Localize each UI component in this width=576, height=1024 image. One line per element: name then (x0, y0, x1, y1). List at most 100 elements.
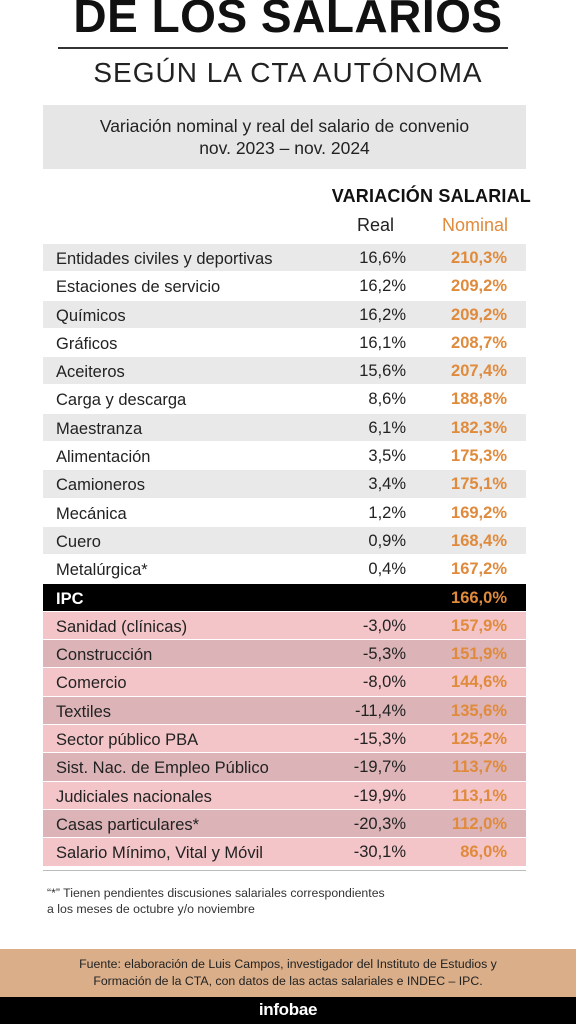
row-real-value: 16,6% (359, 249, 406, 267)
row-real-value: -19,7% (353, 758, 406, 777)
row-nominal-value: 169,2% (451, 503, 507, 522)
row-label: Sist. Nac. de Empleo Público (56, 759, 269, 778)
row-label: Aceiteros (56, 363, 125, 382)
table-row: Textiles -11,4% 135,6% (43, 696, 526, 726)
row-nominal-value: 157,9% (451, 616, 507, 635)
column-group-header: VARIACIÓN SALARIAL (331, 186, 531, 206)
row-real-value: 6,1% (368, 418, 406, 437)
row-real-value: 0,4% (368, 560, 406, 579)
row-nominal-value: 208,7% (451, 333, 507, 352)
row-label: Carga y descarga (56, 391, 187, 410)
table-row: Alimentación 3,5% 175,3% (43, 442, 526, 471)
row-nominal-value: 166,0% (451, 588, 507, 607)
row-real-value: 3,4% (368, 475, 406, 494)
row-nominal-value: 168,4% (451, 531, 507, 550)
source-line-2: Formación de la CTA, con datos de las ac… (93, 974, 483, 988)
description-line-2: nov. 2023 – nov. 2024 (199, 138, 370, 158)
row-label: Textiles (56, 702, 112, 721)
table-bottom-divider (43, 870, 526, 871)
row-real-value: -19,9% (353, 786, 406, 805)
row-nominal-value: 86,0% (460, 843, 507, 862)
row-nominal-value: 182,3% (451, 418, 507, 437)
footnote-line-1: “*” Tienen pendientes discusiones salari… (47, 886, 385, 900)
row-real-value: 3,5% (368, 447, 406, 466)
row-label: Alimentación (56, 448, 151, 467)
row-nominal-value: 175,3% (451, 447, 507, 466)
title-divider (58, 47, 508, 49)
description-box: Variación nominal y real del salario de … (43, 105, 526, 169)
row-label: Cuero (56, 532, 101, 551)
row-nominal-value: 151,9% (451, 645, 507, 664)
source-band: Fuente: elaboración de Luis Campos, inve… (0, 949, 576, 997)
table-row: Camioneros 3,4% 175,1% (43, 470, 526, 499)
row-real-value: -3,0% (362, 616, 406, 635)
column-header-real: Real (356, 215, 394, 235)
table-row: Cuero 0,9% 168,4% (43, 526, 526, 556)
row-nominal-value: 209,2% (451, 305, 507, 324)
row-label: IPC (56, 589, 84, 608)
table-row: Estaciones de servicio 16,2% 209,2% (43, 272, 526, 301)
source-line-1: Fuente: elaboración de Luis Campos, inve… (79, 957, 497, 971)
row-nominal-value: 144,6% (451, 673, 507, 692)
page-subtitle: SEGÚN LA CTA AUTÓNOMA (93, 57, 483, 88)
row-label: Judiciales nacionales (56, 787, 212, 806)
row-label: Salario Mínimo, Vital y Móvil (56, 844, 263, 863)
row-nominal-value: 188,8% (451, 390, 507, 409)
table-row: Sector público PBA -15,3% 125,2% (43, 725, 526, 754)
row-real-value: 8,6% (368, 390, 406, 409)
brand-bar (0, 997, 576, 1024)
table-row: Químicos 16,2% 209,2% (43, 300, 526, 329)
row-real-value: -11,4% (354, 701, 406, 720)
table-row: Judiciales nacionales -19,9% 113,1% (43, 781, 526, 810)
footnote: “*” Tienen pendientes discusiones salari… (47, 885, 527, 917)
row-nominal-value: 175,1% (451, 475, 507, 494)
row-label: Estaciones de servicio (56, 278, 221, 297)
row-real-value: 1,2% (368, 503, 406, 522)
row-nominal-value: 125,2% (451, 730, 507, 749)
row-real-value: 15,6% (359, 362, 406, 381)
table-row: Maestranza 6,1% 182,3% (43, 413, 526, 443)
row-label: Gráficos (56, 334, 118, 353)
table-row: Mecánica 1,2% 169,2% (43, 498, 526, 527)
row-nominal-value: 112,0% (451, 814, 507, 833)
row-label: Entidades civiles y deportivas (56, 250, 273, 268)
row-nominal-value: 113,7% (451, 758, 507, 777)
row-real-value: 16,2% (359, 305, 406, 324)
salary-table: Entidades civiles y deportivas 16,6% 210,3… (43, 244, 526, 867)
row-label: Químicos (56, 306, 126, 325)
description-line-1: Variación nominal y real del salario de … (99, 116, 470, 136)
row-real-value: -30,1% (353, 843, 406, 862)
row-label: Construcción (56, 646, 153, 665)
row-nominal-value: 209,2% (451, 277, 507, 296)
row-real-value: -20,3% (353, 814, 406, 833)
table-row: Casas particulares* -20,3% 112,0% (43, 809, 526, 839)
column-header-nominal: Nominal (441, 215, 508, 235)
table-row: Sanidad (clínicas) -3,0% 157,9% (43, 611, 526, 641)
row-label: Sector público PBA (56, 731, 199, 750)
row-real-value: -8,0% (362, 673, 406, 692)
table-row: Salario Mínimo, Vital y Móvil -30,1% 86,0% (43, 838, 526, 867)
row-nominal-value: 207,4% (451, 362, 507, 381)
brand-logo: infobae (258, 1000, 318, 1019)
row-real-value: 0,9% (368, 531, 406, 550)
row-nominal-value: 135,6% (451, 701, 507, 720)
table-row: Carga y descarga 8,6% 188,8% (43, 385, 526, 414)
page-title: DE LOS SALARIOS (73, 0, 503, 42)
row-real-value: 16,2% (359, 277, 406, 296)
table-row: Construcción -5,3% 151,9% (43, 640, 526, 669)
row-label: Metalúrgica* (56, 561, 148, 580)
footnote-line-2: a los meses de octubre y/o noviembre (47, 902, 255, 916)
row-label: Sanidad (clínicas) (56, 617, 188, 636)
table-row: Sist. Nac. de Empleo Público -19,7% 113,7% (43, 753, 526, 782)
row-label: Casas particulares* (56, 815, 200, 834)
table-row: Comercio -8,0% 144,6% (43, 668, 526, 697)
row-label: Camioneros (56, 476, 145, 495)
row-label: Mecánica (56, 504, 127, 523)
row-label: Comercio (56, 674, 127, 693)
table-row: Aceiteros 15,6% 207,4% (43, 357, 526, 386)
table-row-ipc: IPC 166,0% (43, 583, 526, 612)
row-nominal-value: 113,1% (451, 786, 507, 805)
row-label: Maestranza (56, 419, 143, 438)
table-row: Gráficos 16,1% 208,7% (43, 328, 526, 358)
row-real-value: -15,3% (353, 730, 406, 749)
